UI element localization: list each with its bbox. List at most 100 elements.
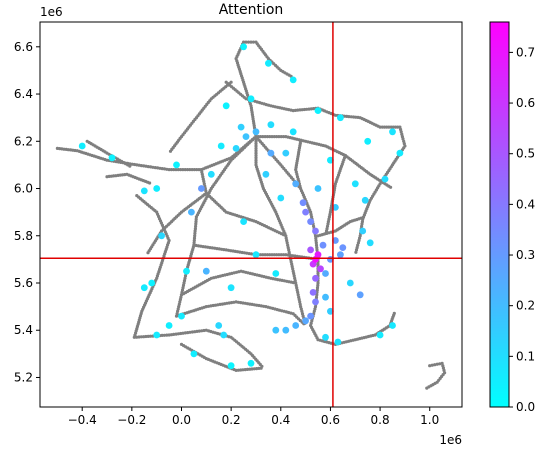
network-dot — [174, 168, 178, 172]
network-dot — [275, 253, 279, 257]
chart-title: Attention — [219, 2, 284, 18]
network-dot — [128, 164, 132, 168]
network-dot — [261, 135, 265, 139]
network-dot — [182, 281, 186, 285]
attention-point — [322, 333, 329, 341]
x-axis-multiplier: 1e6 — [439, 433, 462, 447]
network-dot — [192, 168, 196, 172]
network-dot — [393, 125, 398, 129]
attention-point — [190, 350, 198, 358]
network-dot — [298, 300, 302, 304]
network-dot — [382, 125, 387, 129]
colorbar-tick-label: 0.3 — [516, 248, 535, 262]
network-dot — [328, 212, 332, 217]
network-dot — [234, 368, 238, 372]
colorbar-tick-label: 0.0 — [516, 400, 535, 414]
attention-point — [289, 128, 297, 136]
network-dot — [172, 168, 176, 172]
network-dot — [324, 229, 329, 233]
x-tick-label: −0.4 — [68, 413, 97, 427]
network-dot — [309, 212, 313, 217]
network-dot — [402, 142, 406, 146]
network-dot — [286, 243, 290, 247]
attention-point — [339, 244, 347, 252]
network-dot — [254, 144, 258, 148]
colorbar-ticks: 0.0 0.1 0.2 0.3 0.4 0.5 0.6 0.7 — [509, 45, 535, 414]
attention-point — [289, 76, 297, 84]
network-dot — [292, 271, 296, 276]
network-dot — [291, 281, 295, 285]
network-dot — [199, 168, 203, 172]
attention-point — [220, 331, 228, 339]
network-dot — [299, 305, 303, 309]
network-dot — [270, 135, 274, 139]
network-dot — [185, 168, 190, 172]
network-dot — [258, 135, 263, 139]
network-dot — [430, 363, 434, 367]
attention-point — [302, 208, 309, 216]
network-dot — [294, 168, 298, 172]
network-dot — [251, 40, 256, 44]
network-dot — [392, 311, 396, 315]
attention-point — [202, 267, 210, 275]
network-dot — [188, 168, 192, 172]
network-dot — [183, 274, 188, 278]
colorbar-tick-label: 0.7 — [516, 45, 535, 59]
network-dot — [148, 181, 152, 185]
network-dot — [272, 253, 276, 257]
attention-point — [317, 265, 324, 273]
network-dot — [244, 40, 248, 44]
network-dot — [194, 217, 198, 221]
x-tick-label: 0.2 — [222, 413, 241, 427]
network-dot — [326, 222, 330, 226]
network-dot — [195, 168, 199, 172]
network-dot — [210, 246, 214, 250]
network-dot — [305, 107, 309, 111]
network-dot — [360, 224, 364, 228]
network-dot — [358, 236, 362, 240]
attention-point — [312, 256, 319, 263]
y-tick-label: 6.2 — [14, 134, 33, 148]
network-dot — [277, 253, 281, 257]
network-dot — [254, 160, 258, 165]
colorbar-tick-label: 0.1 — [516, 349, 535, 363]
attention-point — [277, 194, 285, 202]
network-dot — [169, 168, 173, 172]
attention-point — [327, 307, 334, 315]
attention-point — [312, 298, 319, 306]
network-dot — [315, 246, 319, 250]
network-dot — [258, 253, 263, 257]
network-dot — [296, 293, 300, 297]
colorbar: 0.0 0.1 0.2 0.3 0.4 0.5 0.6 0.7 — [489, 21, 535, 414]
network-dot — [324, 231, 328, 235]
network-dot — [438, 362, 442, 366]
network-dot — [282, 233, 286, 237]
network-dot — [356, 243, 360, 247]
attention-point — [337, 251, 344, 259]
network-dot — [440, 361, 444, 365]
attention-point — [332, 204, 339, 211]
attention-point — [232, 145, 240, 152]
network-dot — [311, 107, 316, 111]
network-dot — [194, 220, 198, 224]
network-dot — [236, 368, 240, 372]
network-dot — [361, 215, 365, 220]
network-dot — [356, 241, 360, 245]
network-dot — [313, 305, 318, 309]
attention-point — [140, 284, 148, 292]
attention-point — [359, 227, 367, 235]
y-tick-label: 6.0 — [14, 182, 33, 196]
network-dot — [197, 329, 201, 333]
network-dot — [300, 312, 305, 316]
attention-point — [173, 161, 180, 169]
network-dot — [202, 179, 206, 183]
attention-point — [389, 128, 396, 136]
network-dot — [268, 135, 272, 139]
attention-point — [188, 208, 195, 216]
network-dot — [287, 250, 291, 254]
network-dot — [310, 319, 314, 323]
network-dot — [291, 109, 295, 113]
network-dot — [194, 222, 198, 226]
attention-point — [332, 237, 339, 244]
network-dot — [391, 125, 395, 129]
